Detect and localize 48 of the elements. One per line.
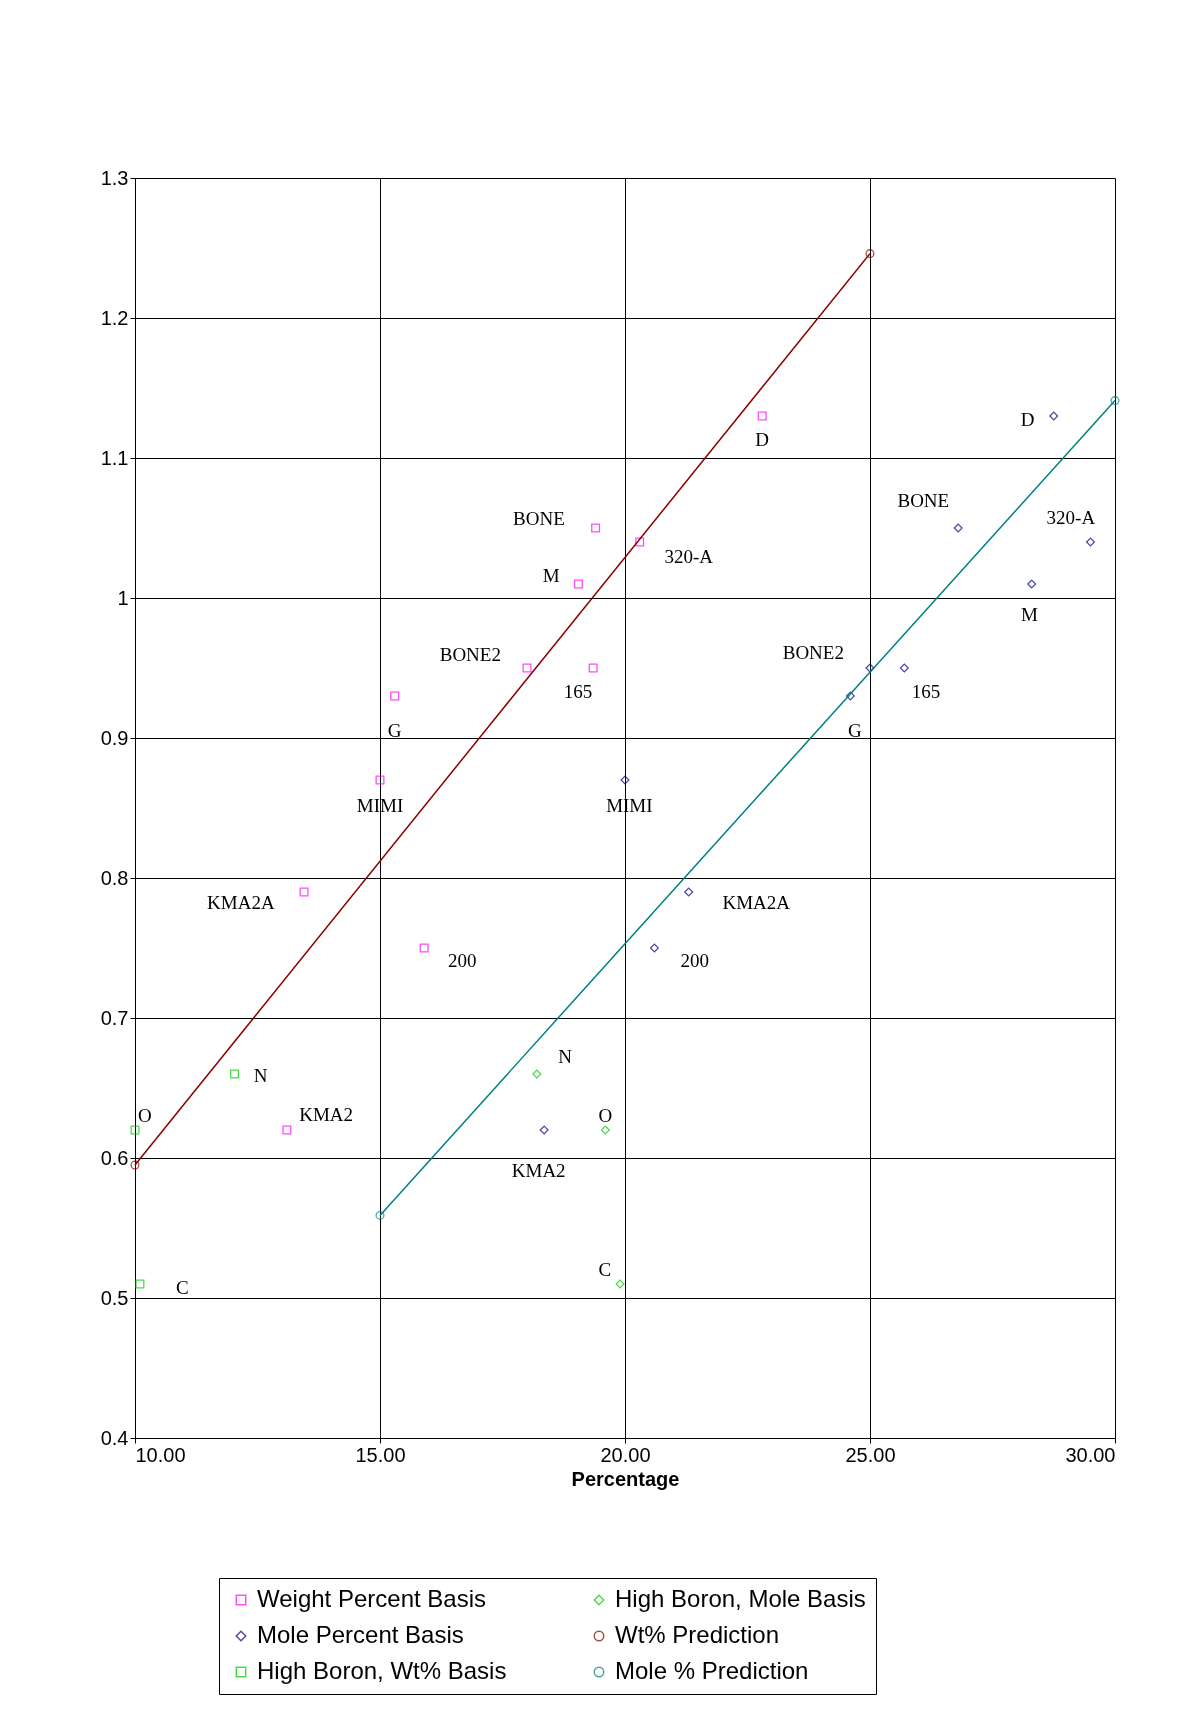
legend-label: Weight Percent Basis: [257, 1585, 486, 1612]
annotation: KMA2A: [722, 891, 791, 913]
x-tick-label: 10.00: [135, 1443, 186, 1466]
y-tick-label: 0.9: [100, 726, 129, 749]
legend-label: High Boron, Mole Basis: [615, 1585, 866, 1612]
annotation: KMA2A: [207, 891, 275, 913]
legend-label: Wt% Prediction: [615, 1621, 780, 1648]
y-tick-label: 1: [117, 586, 129, 609]
annotation: BONE: [897, 489, 950, 511]
annotation: D: [1020, 409, 1035, 431]
annotation: BONE2: [439, 643, 501, 665]
y-tick-label: 1.3: [100, 166, 129, 189]
annotation: KMA2: [299, 1103, 354, 1125]
y-tick-label: 0.4: [100, 1426, 129, 1449]
x-tick-label: 25.00: [845, 1443, 896, 1466]
annotation: D: [755, 428, 770, 450]
annotation: N: [253, 1065, 268, 1087]
x-tick-label: 30.00: [1065, 1443, 1116, 1466]
x-tick-label: 20.00: [600, 1443, 651, 1466]
annotation: G: [847, 719, 862, 741]
annotation: 200: [680, 950, 709, 972]
annotation: C: [176, 1277, 189, 1299]
annotation: N: [558, 1045, 573, 1067]
annotation: KMA2: [511, 1160, 566, 1182]
y-tick-label: 1.2: [100, 306, 129, 329]
annotation: 320-A: [664, 546, 714, 568]
annotation: 165: [911, 680, 941, 702]
annotation: 320-A: [1046, 507, 1096, 529]
annotation: 200: [448, 950, 477, 972]
annotation: O: [598, 1104, 613, 1126]
annotation: O: [137, 1104, 152, 1126]
y-tick-label: 0.6: [100, 1146, 129, 1169]
annotation: M: [542, 565, 560, 587]
x-tick-label: 15.00: [355, 1443, 406, 1466]
y-tick-label: 1.1: [100, 446, 129, 469]
y-tick-label: 0.8: [100, 866, 129, 889]
annotation: BONE: [513, 508, 565, 530]
annotation: C: [598, 1258, 612, 1280]
annotation: BONE2: [782, 641, 844, 663]
annotation: M: [1021, 603, 1039, 625]
legend-label: Mole Percent Basis: [257, 1621, 464, 1648]
legend-label: Mole % Prediction: [615, 1657, 809, 1684]
x-axis-title: Percentage: [571, 1467, 680, 1490]
y-tick-label: 0.7: [100, 1006, 129, 1029]
y-tick-label: 0.5: [100, 1286, 129, 1309]
annotation: G: [387, 719, 402, 741]
annotation: 165: [563, 680, 593, 702]
legend-label: High Boron, Wt% Basis: [257, 1657, 507, 1684]
